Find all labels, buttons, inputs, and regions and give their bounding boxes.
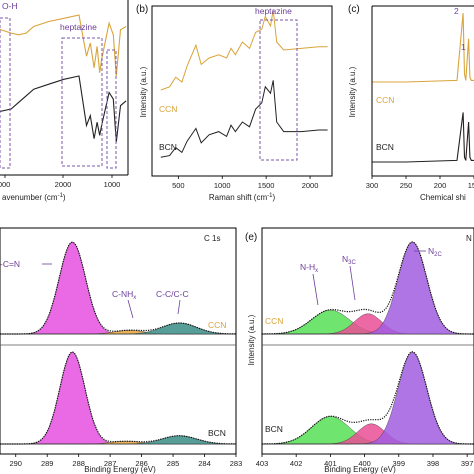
- panel-a-oh-box: [0, 17, 11, 169]
- panel-d-tick-289: 289: [41, 459, 54, 468]
- panel-c-series-ccn: [372, 13, 474, 83]
- panel-d: C 1s -C=N C-NHx C-C/C-C CCN BCN 290 289 28…: [0, 227, 242, 474]
- panel-e-letter: (e): [245, 232, 257, 243]
- panel-e-ticks: 403 402 401 400 399 398 397: [256, 454, 474, 468]
- panel-d-envelope-bcn: [0, 351, 237, 445]
- panel-a-series-ccn: [0, 14, 127, 77]
- panel-d-plot: [0, 241, 237, 445]
- panel-e-ccn-label: CCN: [265, 316, 283, 326]
- panel-e-tick-397: 397: [461, 459, 474, 468]
- panel-d-frame: [0, 227, 237, 455]
- panel-e-tick-400: 400: [358, 459, 371, 468]
- panel-c-letter: (c): [348, 4, 360, 15]
- panel-e-plot: [261, 241, 474, 445]
- panel-e-tick-399: 399: [393, 459, 406, 468]
- panel-a-tick-2000: 2000: [55, 180, 72, 189]
- panel-d-tick-283: 283: [230, 459, 243, 468]
- panel-d-peak-bcn-n-c-n: [0, 351, 236, 445]
- panel-e: (e) N N-Hx N3C N2C CCN BCN Intensity (a.…: [245, 227, 474, 474]
- panel-a-heptazine-label: heptazine: [60, 22, 97, 32]
- panel-a: O-H heptazine 3000 2000 1000 avenumber (…: [0, 0, 129, 202]
- panel-b-series-bcn: [160, 80, 328, 158]
- panel-c-bcn-label: BCN: [376, 142, 394, 152]
- panel-b-tick-2000: 2000: [302, 181, 319, 190]
- panel-b-bcn-label: BCN: [159, 142, 177, 152]
- panel-d-tick-285: 285: [167, 459, 180, 468]
- panel-d-tick-287: 287: [104, 459, 117, 468]
- panel-b-heptazine-box: [259, 19, 298, 161]
- panel-b-tick-1000: 1000: [214, 181, 231, 190]
- panel-c-peak-1: 1: [461, 42, 466, 52]
- panel-c-ccn-label: CCN: [376, 95, 394, 105]
- panel-b-series-ccn: [160, 9, 328, 91]
- panel-b-ticks: 500 1000 1500 2000: [172, 176, 318, 190]
- panel-c: (c) 2 1 CCN BCN Intensity (a.u.) 300 250 2…: [348, 4, 474, 202]
- panel-e-nhx-label: N-Hx: [300, 262, 318, 274]
- panel-c-tick-250: 250: [400, 181, 413, 190]
- panel-d-ticks: 290 289 288 287 286 285 284 283: [9, 454, 242, 468]
- panel-e-bcn-label: BCN: [265, 424, 283, 434]
- panel-b: (b) heptazine CCN BCN Intensity (a.u.) 5…: [136, 4, 333, 202]
- panel-c-xlabel: Chemical shi: [420, 193, 466, 202]
- panel-a-tick-3000: 3000: [0, 180, 10, 189]
- panel-d-title: C 1s: [204, 234, 220, 243]
- panel-b-frame: [151, 5, 333, 177]
- panel-c-ticks: 300 250 200 150: [366, 176, 474, 190]
- panel-d-cnhx-label: C-NHx: [112, 289, 136, 301]
- panel-d-peak-ccn-n-c-n: [0, 241, 236, 335]
- panel-d-tick-288: 288: [72, 459, 85, 468]
- panel-e-tick-401: 401: [324, 459, 337, 468]
- panel-b-letter: (b): [136, 4, 148, 15]
- panel-e-tick-402: 402: [290, 459, 303, 468]
- panel-e-tick-403: 403: [256, 459, 269, 468]
- panel-e-n3c-label: N3C: [342, 254, 356, 266]
- panel-a-heptazine-box: [61, 37, 103, 167]
- panel-a-heptazine-box-2: [106, 49, 117, 169]
- panel-b-tick-500: 500: [172, 181, 185, 190]
- panel-c-tick-150: 150: [468, 181, 474, 190]
- panel-a-oh-label: O-H: [2, 1, 18, 11]
- panel-b-ylabel: Intensity (a.u.): [139, 66, 148, 117]
- panel-b-tick-1500: 1500: [258, 181, 275, 190]
- panel-c-tick-200: 200: [434, 181, 447, 190]
- panel-c-tick-300: 300: [366, 181, 379, 190]
- panel-a-series-bcn: [0, 75, 127, 143]
- panel-a-plot: [0, 14, 127, 143]
- panel-e-xlabel: Binding Energy (eV): [324, 465, 396, 474]
- panel-e-ylabel: Intensity (a.u.): [247, 314, 256, 365]
- panel-d-cc-label: C-C/C-C: [156, 289, 189, 299]
- panel-b-heptazine-label: heptazine: [255, 6, 292, 16]
- panel-c-peak-2: 2: [454, 6, 459, 16]
- panel-e-envelope-bcn: [261, 351, 474, 445]
- panel-e-n2c-label: N2C: [428, 246, 442, 258]
- panel-c-plot: [372, 13, 474, 163]
- panel-b-plot: [160, 9, 328, 158]
- panel-e-tick-398: 398: [427, 459, 440, 468]
- panel-a-xlabel: avenumber (cm-1): [2, 193, 66, 202]
- panel-e-title: N: [466, 234, 472, 243]
- panel-e-frame: [261, 227, 474, 455]
- panel-c-ylabel: Intensity (a.u.): [348, 66, 357, 117]
- panel-d-xlabel: Binding Energy (eV): [84, 465, 156, 474]
- panel-a-tick-1000: 1000: [104, 180, 121, 189]
- panel-b-xlabel: Raman shift (cm-1): [209, 193, 276, 202]
- panel-c-series-bcn: [372, 112, 474, 163]
- panel-d-ccn-label: CCN: [208, 320, 226, 330]
- panel-d-envelope-ccn: [0, 241, 236, 335]
- panel-d-tick-284: 284: [198, 459, 211, 468]
- panel-b-ccn-label: CCN: [159, 104, 177, 114]
- panel-d-tick-290: 290: [9, 459, 22, 468]
- panel-d-bcn-label: BCN: [208, 428, 226, 438]
- panel-d-ncn-label: -C=N: [0, 259, 20, 269]
- panel-d-tick-286: 286: [135, 459, 148, 468]
